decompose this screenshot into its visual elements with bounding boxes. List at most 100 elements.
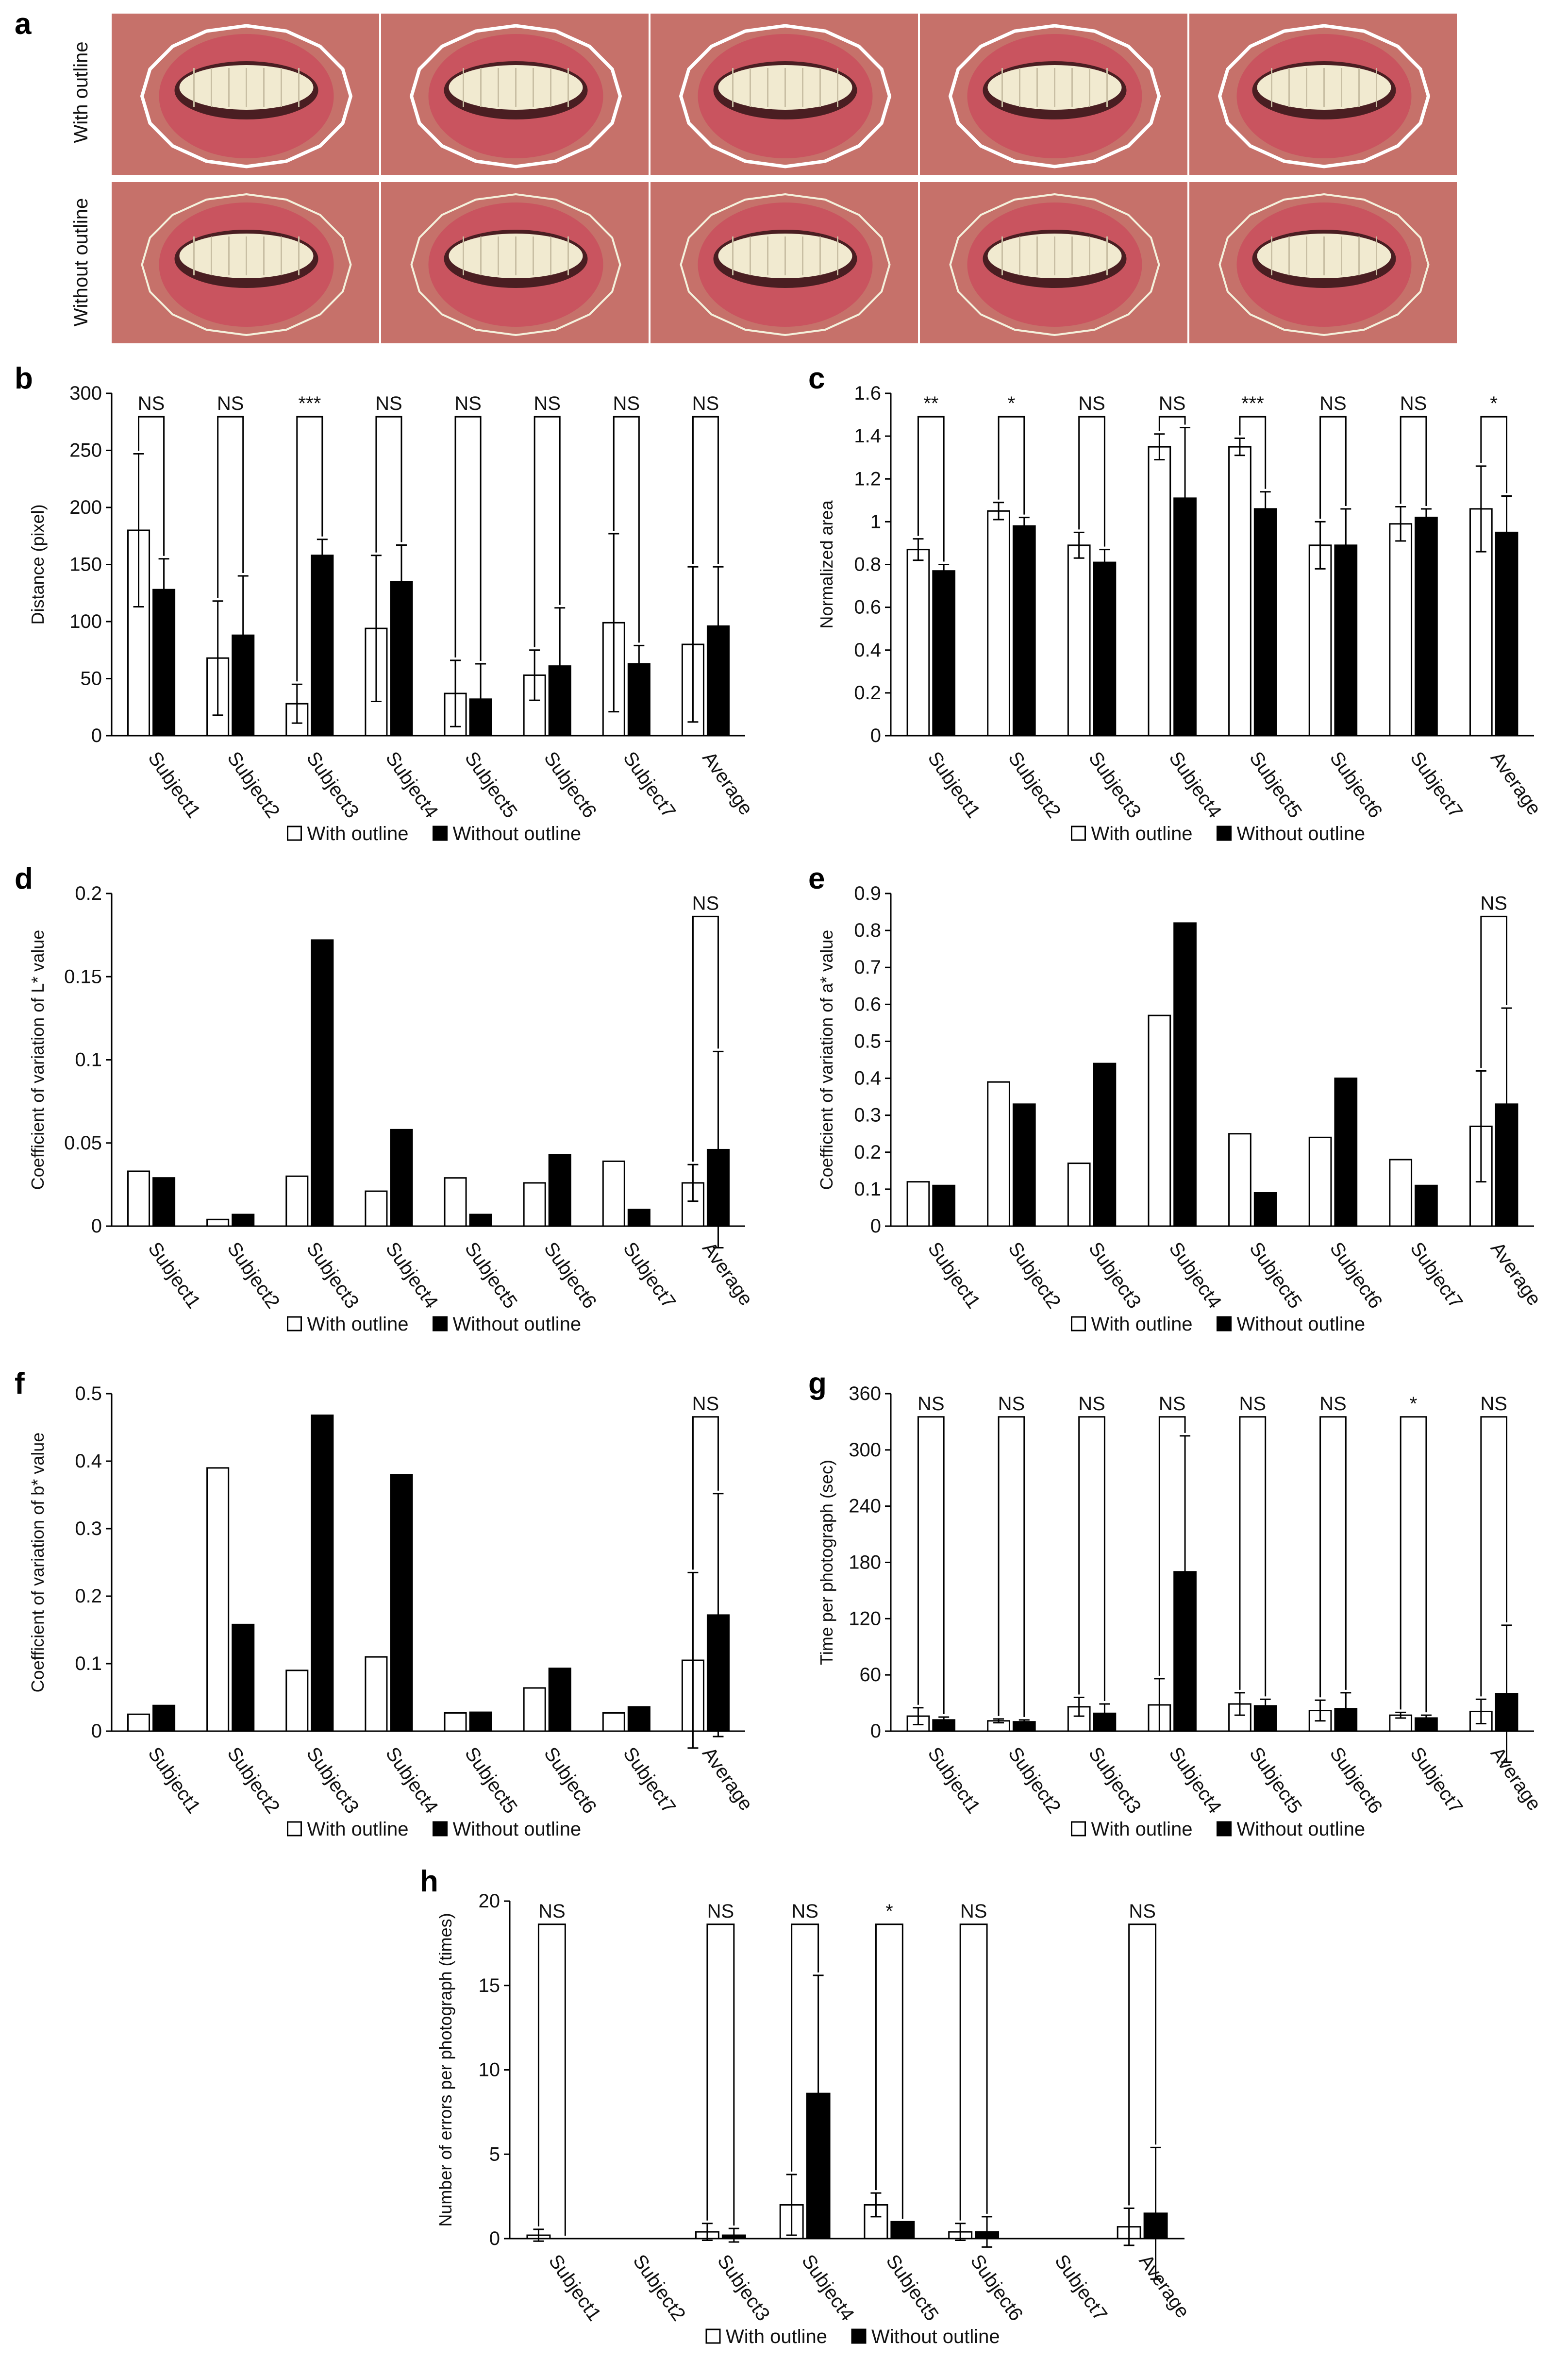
bar-without-outline bbox=[469, 1711, 492, 1732]
significance-bracket bbox=[1480, 1416, 1508, 1697]
chart-distance: b Distance (pixel) 0 50 100 150 200 250 300 Subje… bbox=[15, 362, 757, 844]
significance-label: NS bbox=[1159, 393, 1186, 414]
bar-with-outline bbox=[1067, 544, 1091, 737]
y-axis-label: Coefficient of variation of b* value bbox=[28, 1433, 48, 1693]
significance-label: NS bbox=[692, 1393, 719, 1415]
legend-swatch-with bbox=[1071, 1821, 1086, 1837]
significance-label: NS bbox=[613, 393, 640, 414]
legend-swatch-with bbox=[705, 2328, 721, 2344]
photo-cell bbox=[1189, 14, 1457, 175]
significance-bracket bbox=[959, 1923, 988, 2221]
legend-label-without: Without outline bbox=[453, 823, 582, 844]
significance-bracket bbox=[692, 416, 719, 564]
bar-without-outline bbox=[1415, 517, 1438, 737]
mouth-outline bbox=[1218, 24, 1431, 169]
bar-with-outline bbox=[1228, 1703, 1251, 1732]
y-tick-label: 0.2 bbox=[854, 1142, 881, 1163]
bar-without-outline bbox=[932, 1184, 956, 1227]
bar-without-outline bbox=[1173, 922, 1197, 1227]
significance-bracket bbox=[875, 1923, 903, 2219]
significance-bracket bbox=[706, 1923, 735, 2226]
significance-bracket bbox=[1078, 416, 1105, 547]
bar-without-outline bbox=[548, 1154, 571, 1227]
mouth-outline bbox=[680, 193, 891, 337]
y-tick-label: 300 bbox=[849, 1439, 881, 1461]
legend-label-without: Without outline bbox=[1237, 1314, 1366, 1335]
y-axis-label: Coefficient of variation of L* value bbox=[28, 930, 48, 1190]
bar-without-outline bbox=[469, 1214, 492, 1227]
y-tick-label: 0 bbox=[91, 1720, 102, 1742]
photo-row-label-with: With outline bbox=[70, 42, 92, 143]
legend-swatch-with bbox=[287, 826, 302, 841]
bar-with-outline bbox=[127, 1170, 150, 1227]
x-category-label: Subject2 bbox=[223, 1743, 284, 1818]
bar-with-outline bbox=[1148, 446, 1171, 737]
y-tick-label: 0 bbox=[870, 725, 881, 746]
x-category-label: Average bbox=[1486, 1238, 1545, 1310]
significance-bracket bbox=[1239, 416, 1267, 489]
x-category-label: Subject7 bbox=[619, 1238, 680, 1313]
significance-label: NS bbox=[138, 393, 165, 414]
bar-with-outline bbox=[602, 1712, 625, 1732]
bar-with-outline bbox=[444, 1177, 467, 1227]
y-tick-label: 10 bbox=[479, 2059, 500, 2081]
x-category-label: Subject2 bbox=[223, 748, 284, 822]
mouth-outline bbox=[409, 24, 622, 169]
photo-cell bbox=[112, 14, 379, 175]
x-category-label: Subject1 bbox=[144, 748, 204, 822]
y-axis-label: Distance (pixel) bbox=[28, 504, 48, 624]
y-tick-label: 0.1 bbox=[75, 1653, 102, 1674]
legend-swatch-without bbox=[1217, 826, 1232, 841]
significance-bracket bbox=[998, 1416, 1025, 1717]
significance-label: *** bbox=[1241, 393, 1264, 414]
photo-grid bbox=[112, 14, 1457, 343]
y-tick-label: 0 bbox=[489, 2228, 500, 2249]
y-tick-label: 0.2 bbox=[75, 883, 102, 904]
significance-bracket bbox=[613, 416, 640, 643]
x-category-label: Subject4 bbox=[1165, 1743, 1225, 1818]
legend-label-with: With outline bbox=[1091, 823, 1193, 844]
x-category-label: Subject1 bbox=[923, 1238, 984, 1313]
x-category-label: Subject2 bbox=[223, 1238, 284, 1313]
significance-bracket bbox=[1158, 1416, 1186, 1676]
x-category-label: Subject5 bbox=[1245, 1743, 1306, 1818]
x-category-label: Subject3 bbox=[1084, 1238, 1145, 1313]
significance-label: NS bbox=[1400, 393, 1427, 414]
photo-cell bbox=[920, 182, 1187, 343]
significance-label: NS bbox=[1159, 1393, 1186, 1415]
bar-with-outline bbox=[365, 1656, 388, 1732]
y-tick-label: 360 bbox=[849, 1383, 881, 1404]
significance-bracket bbox=[1400, 1416, 1427, 1713]
y-tick-label: 0.1 bbox=[854, 1179, 881, 1200]
legend-label-with: With outline bbox=[726, 2326, 827, 2347]
x-category-label: Average bbox=[1486, 748, 1545, 819]
photo-cell bbox=[112, 182, 379, 343]
significance-bracket bbox=[692, 1416, 719, 1570]
panel-letter-f: f bbox=[15, 1367, 25, 1400]
chart-cv-a: e Coefficient of variation of a* value 0 0.… bbox=[808, 862, 1545, 1335]
y-tick-label: 0 bbox=[870, 1720, 881, 1742]
y-tick-label: 0.8 bbox=[854, 920, 881, 941]
y-tick-label: 0.6 bbox=[854, 597, 881, 618]
y-tick-label: 100 bbox=[69, 611, 102, 632]
photo-cell bbox=[381, 182, 649, 343]
significance-label: ** bbox=[923, 393, 938, 414]
x-category-label: Average bbox=[1135, 2251, 1194, 2322]
x-category-label: Subject2 bbox=[1004, 748, 1065, 822]
mouth-outline bbox=[1218, 193, 1430, 337]
y-tick-label: 0.05 bbox=[64, 1132, 102, 1154]
legend-swatch-with bbox=[1071, 1316, 1086, 1332]
bar-with-outline bbox=[127, 1713, 150, 1732]
mouth-outline bbox=[948, 24, 1161, 169]
bar-with-outline bbox=[1389, 523, 1413, 737]
significance-label: NS bbox=[1129, 1901, 1156, 1922]
bar-without-outline bbox=[1012, 525, 1036, 737]
significance-label: NS bbox=[1319, 393, 1347, 414]
bar-without-outline bbox=[152, 1177, 176, 1227]
bar-with-outline bbox=[987, 1081, 1010, 1227]
legend-label-with: With outline bbox=[307, 1314, 409, 1335]
y-tick-label: 1.6 bbox=[854, 383, 881, 404]
significance-label: NS bbox=[1480, 1393, 1507, 1415]
significance-label: NS bbox=[791, 1901, 818, 1922]
x-category-label: Subject5 bbox=[461, 1238, 521, 1313]
